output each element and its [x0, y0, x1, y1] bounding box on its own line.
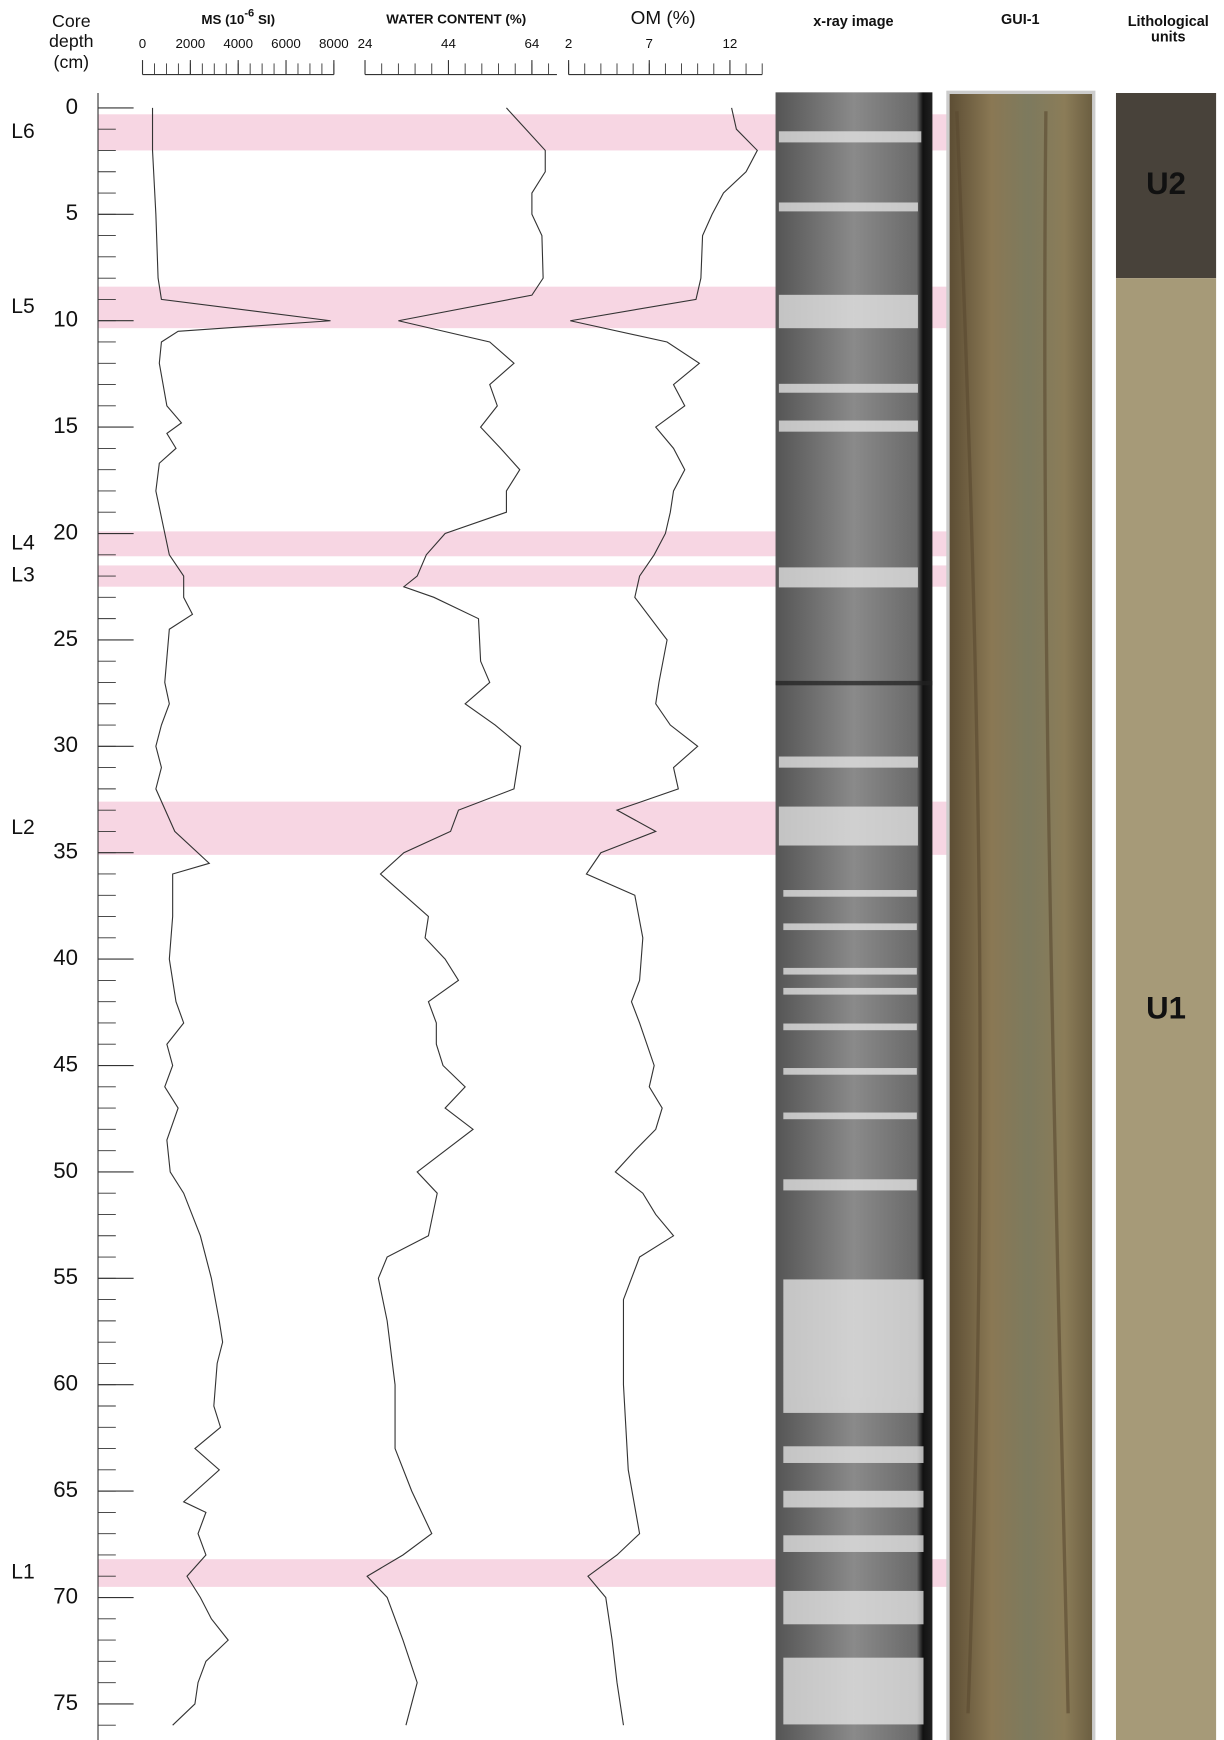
layer-label: L5 — [11, 295, 35, 318]
depth-tick-label: 15 — [53, 413, 78, 438]
panel-title: WATER CONTENT (%) — [386, 12, 526, 27]
core-photo — [948, 92, 1094, 1740]
depth-tick-label: 75 — [53, 1690, 78, 1715]
page: {"depth_axis":{"label":["Core","depth","… — [0, 0, 1224, 1740]
layer-label: L2 — [11, 816, 35, 839]
unit-label: U1 — [1146, 990, 1186, 1025]
x-tick-label: 44 — [441, 36, 456, 51]
image-title: GUI-1 — [1001, 12, 1040, 28]
profile-line — [367, 108, 545, 1725]
x-tick-label: 6000 — [271, 36, 301, 51]
title-sup: -6 — [244, 7, 254, 19]
depth-tick-label: 55 — [53, 1264, 78, 1289]
depth-tick-label: 35 — [53, 839, 78, 864]
profile-line — [570, 108, 757, 1725]
depth-tick-label: 20 — [53, 519, 78, 544]
x-tick-label: 12 — [723, 36, 738, 51]
units-title: units — [1151, 30, 1186, 46]
layer-label: L1 — [11, 1561, 35, 1584]
depth-tick-label: 60 — [53, 1371, 78, 1396]
x-tick-label: 7 — [646, 36, 653, 51]
unit-label: U2 — [1146, 166, 1186, 201]
depth-tick-label: 70 — [53, 1583, 78, 1608]
x-tick-label: 2000 — [176, 36, 206, 51]
units-column: U2 U1 — [1116, 93, 1216, 1740]
depth-tick-label: 40 — [53, 945, 78, 970]
image-title: x-ray image — [813, 14, 893, 30]
depth-tick-label: 10 — [53, 307, 78, 332]
depth-label: depth — [49, 31, 94, 51]
x-tick-label: 2 — [565, 36, 572, 51]
x-tick-label: 24 — [358, 36, 373, 51]
title-part: MS (10 — [201, 12, 244, 27]
x-tick-label: 4000 — [223, 36, 253, 51]
layer-label: L4 — [11, 531, 35, 554]
panel-title: MS (10-6 SI) — [201, 7, 275, 26]
depth-tick-label: 45 — [53, 1051, 78, 1076]
profile-line — [153, 108, 331, 1725]
xray-image — [776, 92, 933, 1740]
depth-tick-label: 25 — [53, 626, 78, 651]
x-tick-label: 0 — [139, 36, 146, 51]
title-part: SI) — [254, 12, 275, 27]
x-tick-label: 64 — [524, 36, 539, 51]
panel-title: OM (%) — [631, 8, 696, 29]
depth-tick-label: 50 — [53, 1158, 78, 1183]
depth-tick-label: 0 — [66, 94, 78, 119]
curves — [153, 108, 758, 1725]
depth-tick-label: 5 — [66, 200, 78, 225]
depth-tick-label: 65 — [53, 1477, 78, 1502]
depth-label: Core — [52, 11, 91, 31]
layer-label: L3 — [11, 564, 35, 587]
figure: Core depth (cm) MS (10-6 SI) WATER CONTE… — [0, 0, 1224, 1740]
layer-label: L6 — [11, 120, 35, 143]
depth-label: (cm) — [54, 52, 90, 72]
x-tick-label: 8000 — [319, 36, 349, 51]
depth-tick-label: 30 — [53, 732, 78, 757]
units-title: Lithological — [1128, 14, 1209, 30]
